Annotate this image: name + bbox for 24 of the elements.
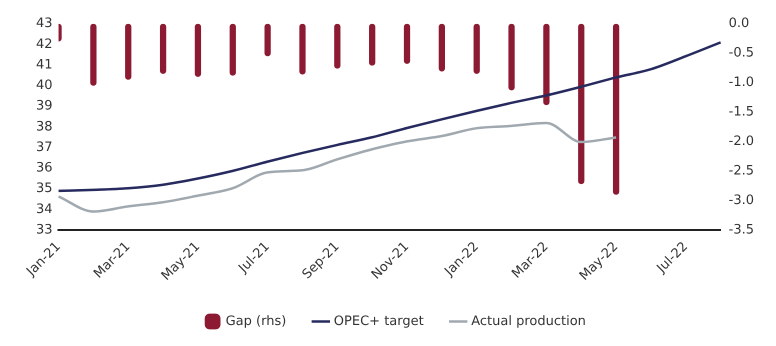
y2-tick-label: 0.0 bbox=[728, 16, 750, 32]
y-tick-label: 38 bbox=[36, 119, 53, 134]
y2-tick-label: -2.5 bbox=[728, 164, 754, 179]
y2-tick-label: -2.0 bbox=[728, 134, 754, 150]
legend-label: Gap (rhs) bbox=[226, 314, 286, 329]
y-tick-label: 39 bbox=[36, 98, 53, 114]
y-tick-label: 43 bbox=[36, 16, 53, 32]
y-tick-label: 33 bbox=[36, 222, 53, 238]
y-tick-label: 41 bbox=[36, 57, 53, 72]
y-tick-label: 34 bbox=[36, 202, 53, 217]
line-series bbox=[57, 122, 618, 213]
y2-tick-label: -3.0 bbox=[728, 193, 754, 208]
y-tick-label: 40 bbox=[36, 78, 53, 94]
legend-label: Actual production bbox=[471, 314, 586, 329]
y2-tick-label: -1.5 bbox=[728, 104, 754, 120]
y-tick-label: 35 bbox=[36, 181, 53, 196]
y2-tick-label: -3.5 bbox=[728, 222, 754, 238]
y-tick-label: 36 bbox=[36, 160, 53, 176]
line-series bbox=[57, 41, 722, 192]
legend-label: OPEC+ target bbox=[334, 314, 424, 329]
y2-tick-label: -1.0 bbox=[728, 75, 754, 90]
y2-tick-label: -0.5 bbox=[728, 46, 754, 61]
y-tick-label: 42 bbox=[36, 36, 53, 52]
y-tick-label: 37 bbox=[36, 140, 53, 155]
